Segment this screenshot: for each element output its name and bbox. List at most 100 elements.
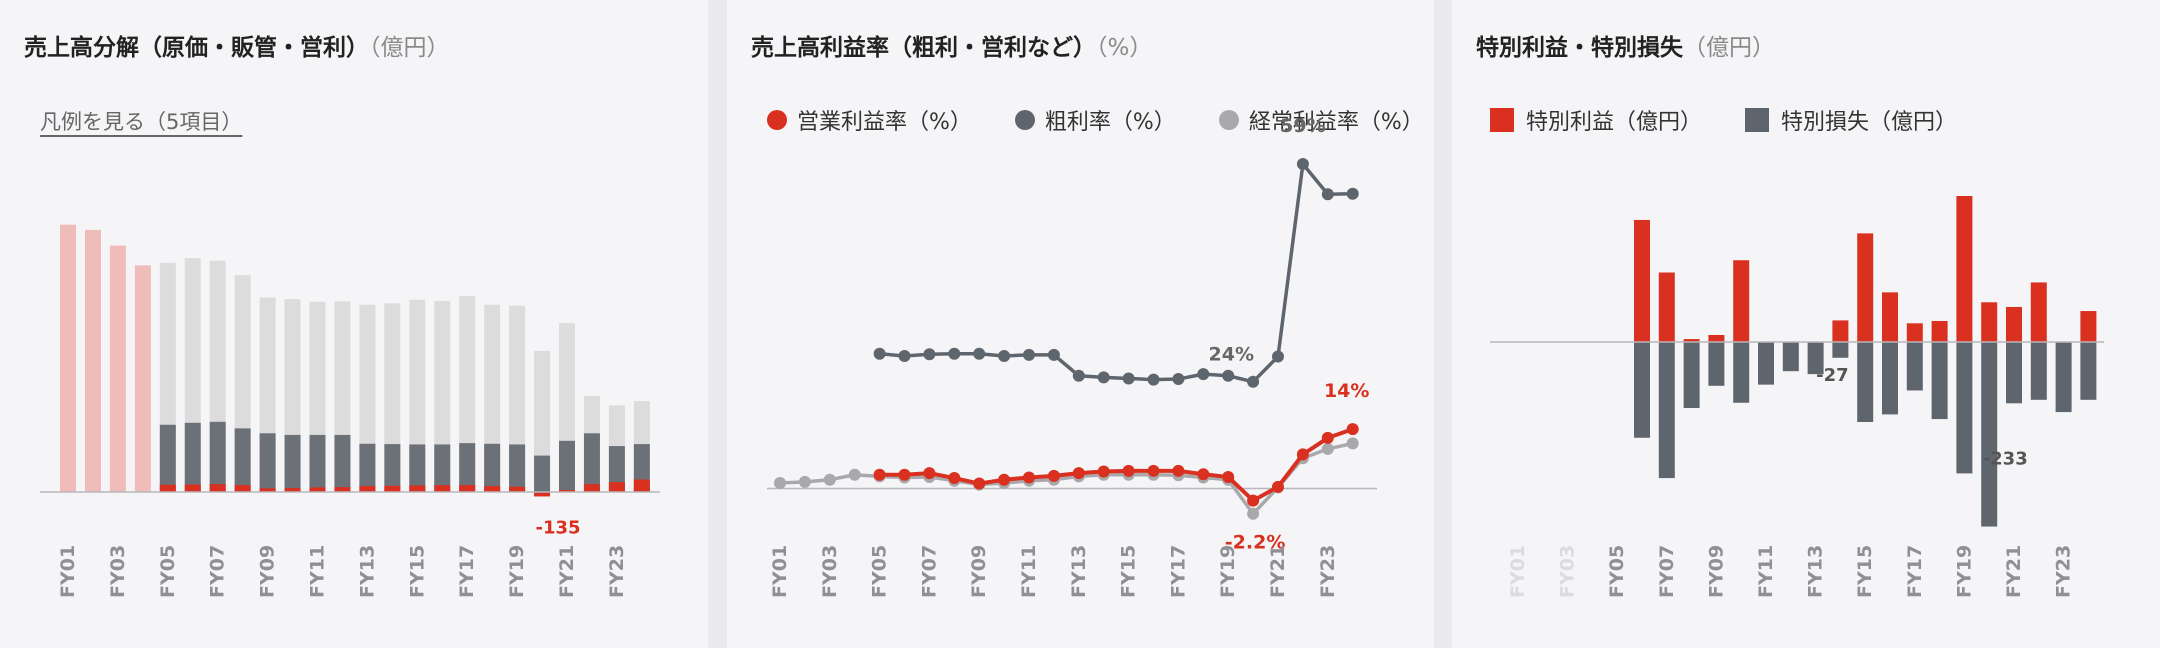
cost-bar [509,444,526,492]
gross-margin-point [1072,369,1085,382]
x-tick-label: FY01 [57,545,79,598]
x-tick-label: FY15 [406,545,428,598]
ordinary-margin-point [848,468,861,481]
operating-profit-bar [209,484,226,492]
operating-margin-point [1072,467,1085,480]
cost-bar [608,446,625,492]
x-tick-label: FY01 [1507,545,1529,598]
cost-bar [409,444,426,492]
gross-margin-point [948,347,961,360]
gross-margin-point [1172,373,1185,386]
cost-bar [434,444,451,492]
data-label: -233 [1983,448,2028,469]
operating-profit-bar [184,484,201,492]
special-loss-bar [1931,342,1948,420]
data-label: 24% [1209,344,1254,366]
x-tick-label: FY07 [1656,545,1678,598]
operating-profit-bar [359,486,376,492]
special-gain-bar [1981,302,1998,342]
special-gain-bar [1906,323,1923,342]
x-tick-label: FY05 [157,545,179,598]
x-tick-label: FY09 [968,545,990,598]
legend-special-loss[interactable]: 特別損失（億円） [1745,104,1957,136]
gross-margin-point [973,347,986,360]
cost-bar [184,422,201,492]
legend-dot [767,110,787,130]
show-legend-link[interactable]: 凡例を見る（5項目） [40,110,243,134]
special-loss-bar [1956,342,1973,474]
operating-profit-bar [309,487,326,492]
special-gain-bar [2006,306,2022,342]
operating-margin-point [1247,494,1260,507]
gross-margin-point [923,348,936,361]
special-gain-bar [1956,196,1973,342]
special-loss-bar [1807,342,1824,375]
special-loss-bar [1782,342,1799,372]
cost-bar [159,424,176,492]
operating-profit-bar [534,492,551,497]
cost-bar [583,433,600,492]
x-tick-label: FY07 [918,545,940,598]
ordinary-margin-point [774,477,786,489]
cost-bar [384,444,401,492]
early-sales-bar [84,229,101,493]
early-sales-bar [134,265,151,492]
data-label: -27 [1816,365,1849,386]
gross-margin-point [1147,373,1160,386]
x-tick-label: FY05 [869,545,891,598]
operating-profit-bar [559,490,575,492]
x-tick-label: FY13 [356,545,378,598]
special-loss-bar [1658,342,1675,479]
x-tick-label: FY21 [2003,545,2025,598]
early-sales-bar [60,224,76,492]
data-label: 59% [1280,115,1325,137]
gross-margin-point [1296,158,1309,170]
operating-profit-bar [434,485,451,492]
x-tick-label: FY17 [1167,545,1189,598]
operating-margin-point [1296,448,1309,461]
operating-margin-point [873,468,886,481]
gross-margin-point [1272,350,1284,363]
special-gain-bar [2030,282,2047,342]
panel-title: 特別利益・特別損失（億円） [1476,35,1775,61]
cost-bar [234,428,251,492]
gross-margin-point [1346,187,1359,200]
panel-unit: （億円） [1683,35,1775,61]
gross-margin-point [1023,348,1035,361]
legend-gross-margin[interactable]: 粗利率（%） [1014,104,1176,136]
operating-margin-point [998,473,1011,486]
sales-bar [459,295,476,492]
x-tick-label: FY03 [1557,545,1579,598]
special-loss-bar [2080,342,2097,400]
cost-bar [459,443,476,492]
gross-margin-point [898,349,911,362]
operating-profit-bar [284,488,301,492]
gross-margin-point [998,349,1011,362]
profit-margin-panel: 売上高利益率（粗利・営利など）（%） 営業利益率（%） 粗利率（%） 経常利益率… [727,0,1434,648]
legend-ordinary-margin[interactable]: 経常利益率（%） [1218,104,1424,136]
gross-margin-point [1247,375,1260,388]
special-loss-bar [1832,342,1849,358]
legend-special-gain[interactable]: 特別利益（億円） [1490,104,1702,136]
chart-legend: 営業利益率（%） 粗利率（%） 経常利益率（%） [767,104,1425,136]
cost-bar [209,421,226,492]
legend-operating-margin[interactable]: 営業利益率（%） [767,104,972,136]
panel-title: 売上高分解（原価・販管・営利）（億円） [24,35,450,61]
gross-margin-point [1222,369,1235,382]
x-tick-label: FY23 [606,545,628,598]
cost-bar [559,440,575,492]
sales-bar [409,299,426,492]
x-tick-label: FY19 [1217,545,1239,598]
gross-margin-point [1047,348,1060,361]
gross-margin-point [1197,368,1210,381]
operating-margin-point [973,477,986,490]
gross-margin-point [1122,372,1135,385]
gross-margin-point [1097,371,1110,384]
ordinary-margin-point [823,473,836,486]
x-tick-label: FY21 [1267,545,1289,598]
special-loss-bar [1906,342,1923,391]
operating-margin-point [1172,464,1185,477]
special-loss-bar [2030,342,2047,400]
special-gain-loss-panel: 特別利益・特別損失（億円） 特別利益（億円） 特別損失（億円） -27 -233 F… [1452,0,2160,648]
early-sales-bar [109,245,126,492]
